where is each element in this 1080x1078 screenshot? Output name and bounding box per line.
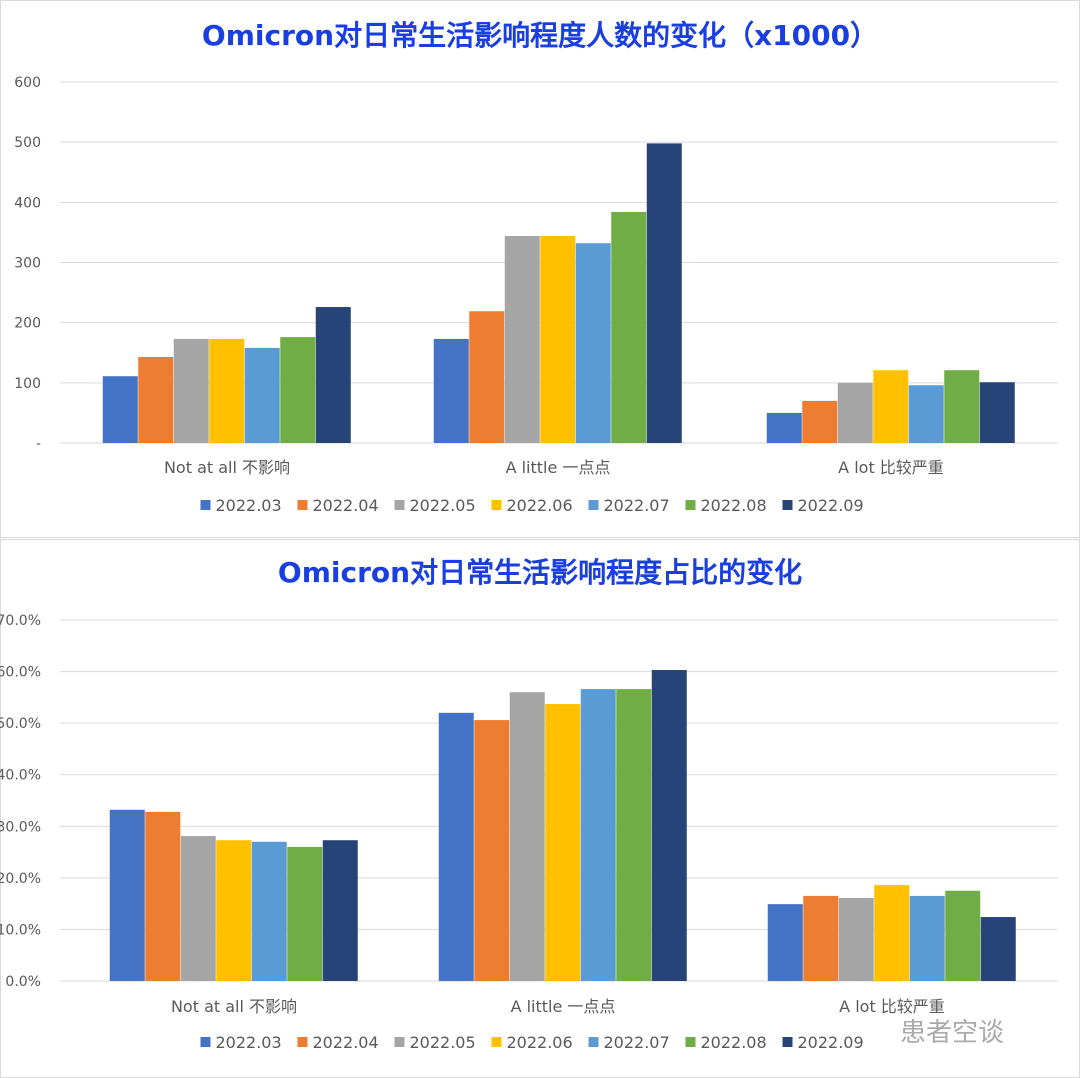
y-tick-label: 300 bbox=[14, 256, 41, 272]
bar-2022.08 bbox=[280, 337, 316, 443]
bar-2022.08 bbox=[616, 689, 652, 981]
bar-2022.06 bbox=[209, 338, 245, 443]
y-tick-label: 100 bbox=[14, 376, 41, 392]
x-category-label: Not at all 不影响 bbox=[171, 997, 297, 1016]
y-tick-label: 20.0% bbox=[0, 871, 41, 887]
bar-2022.05 bbox=[180, 836, 216, 981]
legend-swatch bbox=[782, 500, 793, 510]
bar-2022.07 bbox=[908, 385, 944, 443]
bar-2022.09 bbox=[322, 840, 358, 981]
legend-swatch bbox=[200, 500, 211, 510]
y-tick-label: - bbox=[36, 436, 41, 452]
legend-swatch bbox=[685, 1037, 696, 1047]
legend-swatch bbox=[297, 500, 308, 510]
bar-2022.03 bbox=[766, 412, 802, 443]
legend-swatch bbox=[200, 1037, 211, 1047]
legend-label: 2022.07 bbox=[604, 496, 670, 515]
bar-2022.06 bbox=[874, 885, 910, 981]
bar-2022.06 bbox=[540, 236, 576, 443]
bar-2022.05 bbox=[509, 692, 545, 981]
y-tick-label: 40.0% bbox=[0, 768, 41, 784]
legend-swatch bbox=[491, 1037, 502, 1047]
x-category-label: A little 一点点 bbox=[506, 458, 611, 477]
bar-2022.07 bbox=[251, 841, 287, 981]
y-tick-label: 60.0% bbox=[0, 665, 41, 681]
legend-swatch bbox=[297, 1037, 308, 1047]
bar-2022.03 bbox=[438, 712, 474, 981]
legend-label: 2022.03 bbox=[216, 496, 282, 515]
x-category-label: A lot 比较严重 bbox=[838, 458, 944, 477]
legend-label: 2022.05 bbox=[410, 1033, 476, 1052]
bar-2022.06 bbox=[873, 370, 909, 443]
legend-swatch bbox=[394, 500, 405, 510]
bar-2022.07 bbox=[575, 243, 611, 443]
watermark: 患者空谈 bbox=[900, 1018, 1005, 1048]
bar-2022.08 bbox=[945, 890, 981, 981]
chart-title: Omicron对日常生活影响程度占比的变化 bbox=[278, 556, 802, 589]
x-category-label: A lot 比较严重 bbox=[839, 997, 945, 1016]
legend-label: 2022.03 bbox=[216, 1033, 282, 1052]
bar-2022.07 bbox=[244, 347, 280, 443]
legend-label: 2022.05 bbox=[410, 496, 476, 515]
bar-2022.03 bbox=[109, 809, 145, 981]
bar-2022.04 bbox=[803, 895, 839, 981]
bar-2022.03 bbox=[102, 376, 138, 443]
legend-swatch bbox=[588, 1037, 599, 1047]
x-category-label: Not at all 不影响 bbox=[164, 458, 290, 477]
bar-2022.04 bbox=[469, 311, 505, 443]
y-tick-label: 400 bbox=[14, 195, 41, 211]
bar-2022.09 bbox=[646, 143, 682, 443]
bar-2022.05 bbox=[504, 236, 540, 443]
legend-label: 2022.08 bbox=[701, 1033, 767, 1052]
legend-label: 2022.04 bbox=[313, 1033, 379, 1052]
bar-2022.08 bbox=[611, 211, 647, 443]
bar-2022.05 bbox=[173, 338, 209, 443]
chart-title: Omicron对日常生活影响程度人数的变化（x1000） bbox=[202, 19, 878, 52]
y-tick-label: 0.0% bbox=[5, 974, 41, 990]
y-tick-label: 600 bbox=[14, 75, 41, 91]
y-tick-label: 30.0% bbox=[0, 819, 41, 835]
bar-2022.07 bbox=[909, 895, 945, 981]
legend-swatch bbox=[782, 1037, 793, 1047]
bar-2022.04 bbox=[145, 811, 181, 981]
bar-2022.05 bbox=[837, 382, 873, 443]
legend-swatch bbox=[394, 1037, 405, 1047]
bar-2022.06 bbox=[216, 840, 252, 981]
legend-swatch bbox=[588, 500, 599, 510]
y-tick-label: 10.0% bbox=[0, 922, 41, 938]
legend-swatch bbox=[491, 500, 502, 510]
bar-2022.07 bbox=[580, 689, 616, 981]
legend-label: 2022.09 bbox=[798, 1033, 864, 1052]
y-tick-label: 70.0% bbox=[0, 613, 41, 629]
y-tick-label: 200 bbox=[14, 316, 41, 332]
bar-2022.03 bbox=[433, 338, 469, 443]
legend-label: 2022.09 bbox=[798, 496, 864, 515]
bar-2022.03 bbox=[767, 904, 803, 981]
legend-label: 2022.07 bbox=[604, 1033, 670, 1052]
bar-2022.09 bbox=[980, 917, 1016, 981]
legend-label: 2022.08 bbox=[701, 496, 767, 515]
bar-2022.04 bbox=[138, 356, 174, 443]
chart-panel-counts bbox=[0, 0, 1080, 538]
y-tick-label: 500 bbox=[14, 135, 41, 151]
y-tick-label: 50.0% bbox=[0, 716, 41, 732]
bar-2022.09 bbox=[315, 307, 351, 443]
bar-2022.04 bbox=[474, 720, 510, 981]
bar-2022.09 bbox=[979, 382, 1015, 443]
bar-2022.09 bbox=[651, 670, 687, 981]
x-category-label: A little 一点点 bbox=[511, 997, 616, 1016]
bar-2022.08 bbox=[287, 846, 323, 981]
legend-label: 2022.04 bbox=[313, 496, 379, 515]
legend-label: 2022.06 bbox=[507, 1033, 573, 1052]
bar-2022.04 bbox=[802, 400, 838, 443]
bar-2022.08 bbox=[944, 370, 980, 443]
legend-swatch bbox=[685, 500, 696, 510]
bar-2022.06 bbox=[545, 704, 581, 981]
legend-label: 2022.06 bbox=[507, 496, 573, 515]
bar-2022.05 bbox=[838, 897, 874, 981]
